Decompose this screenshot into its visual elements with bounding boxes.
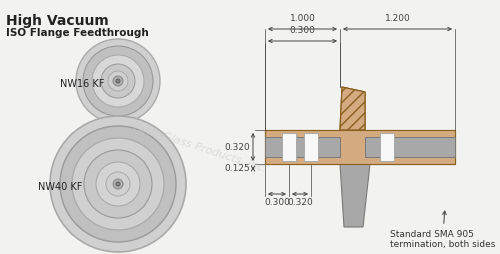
Circle shape <box>108 72 128 92</box>
Polygon shape <box>340 164 370 227</box>
Text: ISO Flange Feedthrough: ISO Flange Feedthrough <box>6 28 149 38</box>
Circle shape <box>92 56 144 108</box>
Polygon shape <box>340 88 365 131</box>
Text: 0.320: 0.320 <box>224 143 250 152</box>
Text: 0.320: 0.320 <box>287 197 313 206</box>
FancyBboxPatch shape <box>265 137 282 157</box>
FancyBboxPatch shape <box>365 137 380 157</box>
Circle shape <box>113 179 123 189</box>
FancyBboxPatch shape <box>282 133 296 161</box>
Text: 0.125: 0.125 <box>224 164 250 173</box>
Circle shape <box>60 126 176 242</box>
FancyBboxPatch shape <box>380 133 394 161</box>
Text: NW16 KF: NW16 KF <box>60 79 104 89</box>
FancyBboxPatch shape <box>265 131 455 164</box>
FancyBboxPatch shape <box>318 137 340 157</box>
FancyBboxPatch shape <box>394 137 455 157</box>
FancyBboxPatch shape <box>304 133 318 161</box>
Circle shape <box>116 182 120 186</box>
FancyBboxPatch shape <box>318 137 340 157</box>
FancyBboxPatch shape <box>296 137 304 157</box>
Text: Standard SMA 905
termination, both sides: Standard SMA 905 termination, both sides <box>390 211 496 248</box>
Text: 0.300: 0.300 <box>264 197 290 206</box>
Circle shape <box>116 80 120 84</box>
Text: Accu-Glass Products, Inc.: Accu-Glass Products, Inc. <box>132 121 268 174</box>
FancyBboxPatch shape <box>296 137 304 157</box>
Circle shape <box>106 172 130 196</box>
FancyBboxPatch shape <box>380 133 394 161</box>
Circle shape <box>84 150 152 218</box>
Circle shape <box>50 117 186 252</box>
Text: 1.000: 1.000 <box>290 14 316 23</box>
Circle shape <box>83 47 153 117</box>
Circle shape <box>76 40 160 123</box>
Text: High Vacuum: High Vacuum <box>6 14 109 28</box>
FancyBboxPatch shape <box>282 133 296 161</box>
Circle shape <box>96 162 140 206</box>
FancyBboxPatch shape <box>265 137 282 157</box>
FancyBboxPatch shape <box>394 137 455 157</box>
Text: 0.300: 0.300 <box>290 26 316 35</box>
Circle shape <box>101 65 135 99</box>
Circle shape <box>113 77 123 87</box>
Text: 1.200: 1.200 <box>384 14 410 23</box>
Text: NW40 KF: NW40 KF <box>38 181 82 191</box>
Circle shape <box>72 138 164 230</box>
FancyBboxPatch shape <box>265 131 455 164</box>
FancyBboxPatch shape <box>304 133 318 161</box>
Polygon shape <box>340 88 365 131</box>
FancyBboxPatch shape <box>365 137 380 157</box>
